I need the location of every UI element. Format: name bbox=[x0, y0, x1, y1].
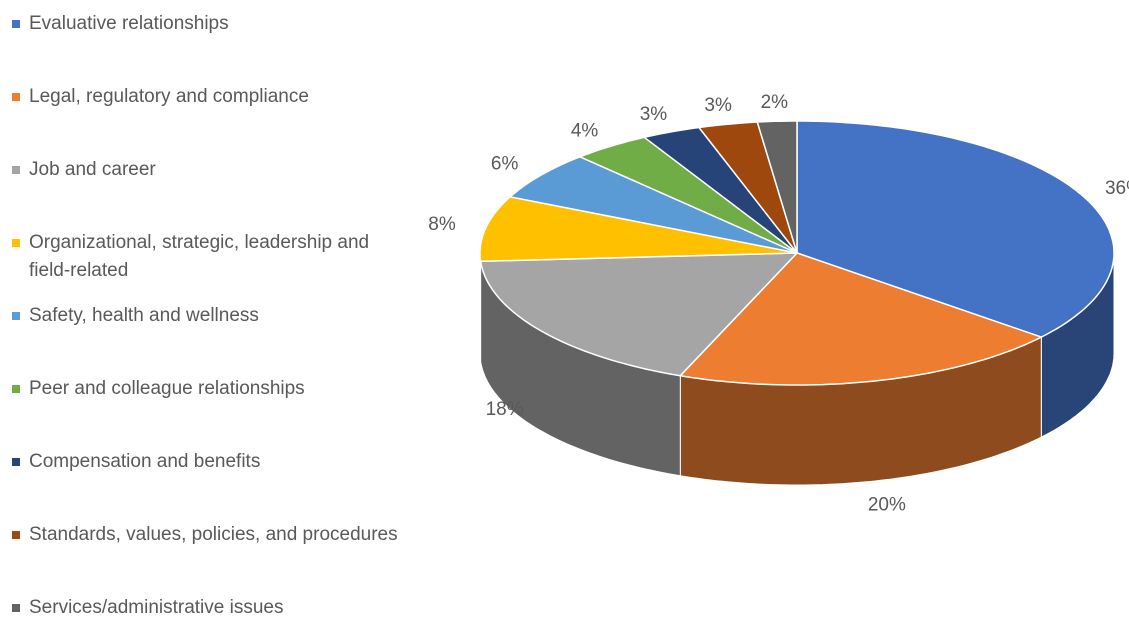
data-label: 4% bbox=[571, 120, 599, 141]
legend-label: Organizational, strategic, leadership an… bbox=[29, 232, 370, 281]
legend-label: Compensation and benefits bbox=[29, 451, 261, 472]
pie-slice-side bbox=[479, 253, 482, 362]
legend-item: Peer and colleague relationships bbox=[12, 375, 399, 403]
legend-swatch bbox=[12, 385, 20, 393]
pie-slice bbox=[578, 136, 798, 254]
legend-item: Organizational, strategic, leadership an… bbox=[12, 229, 399, 285]
legend-swatch bbox=[12, 239, 20, 247]
pie-slice bbox=[796, 120, 1115, 338]
pie-slice bbox=[479, 252, 799, 377]
legend-swatch bbox=[12, 93, 20, 101]
legend-item: Compensation and benefits bbox=[12, 448, 399, 476]
pie-slice bbox=[508, 155, 798, 254]
legend-item: Services/administrative issues bbox=[12, 594, 399, 622]
pie-slice bbox=[479, 195, 798, 263]
legend-swatch bbox=[12, 166, 20, 174]
data-label: 3% bbox=[640, 104, 668, 125]
pie-slice bbox=[678, 252, 1044, 386]
data-label: 20% bbox=[868, 495, 906, 516]
data-label: 18% bbox=[486, 399, 524, 420]
data-label: 2% bbox=[761, 92, 789, 113]
data-label: 8% bbox=[428, 214, 456, 235]
legend-swatch bbox=[12, 604, 20, 612]
pie-slice bbox=[642, 126, 798, 254]
data-label: 36% bbox=[1105, 178, 1129, 199]
legend-item: Legal, regulatory and compliance bbox=[12, 83, 399, 111]
legend-item: Evaluative relationships bbox=[12, 10, 399, 38]
pie-tops bbox=[479, 120, 1115, 386]
pie-slice bbox=[697, 121, 798, 254]
pie-sides bbox=[479, 252, 1115, 486]
legend-item: Safety, health and wellness bbox=[12, 302, 399, 330]
legend-label: Standards, values, policies, and procedu… bbox=[29, 524, 398, 545]
data-label: 6% bbox=[491, 154, 519, 175]
legend-label: Safety, health and wellness bbox=[29, 305, 259, 326]
pie-slice bbox=[756, 120, 798, 254]
legend-label: Peer and colleague relationships bbox=[29, 378, 305, 399]
legend-label: Job and career bbox=[29, 159, 156, 180]
legend-swatch bbox=[12, 531, 20, 539]
legend-swatch bbox=[12, 20, 20, 28]
legend-label: Legal, regulatory and compliance bbox=[29, 86, 309, 107]
legend-item: Standards, values, policies, and procedu… bbox=[12, 521, 399, 549]
data-label: 3% bbox=[704, 95, 732, 116]
legend: Evaluative relationships Legal, regulator… bbox=[0, 0, 400, 625]
legend-item: Job and career bbox=[12, 156, 399, 184]
legend-label: Services/administrative issues bbox=[29, 597, 284, 618]
legend-swatch bbox=[12, 458, 20, 466]
legend-swatch bbox=[12, 312, 20, 320]
legend-label: Evaluative relationships bbox=[29, 13, 229, 34]
